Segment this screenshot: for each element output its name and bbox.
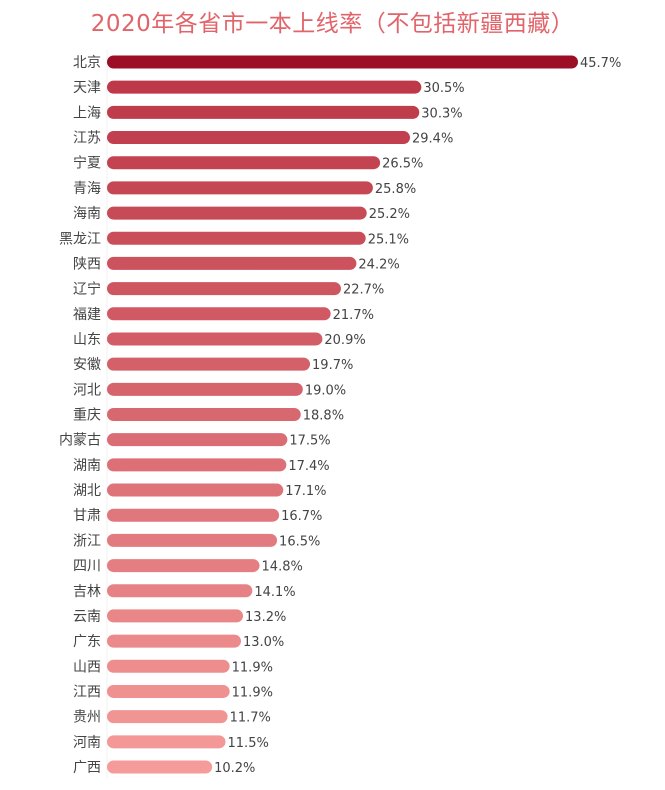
value-label: 21.7% [333, 308, 374, 323]
value-label: 11.7% [230, 711, 271, 726]
value-label: 17.4% [288, 459, 329, 474]
bar [107, 508, 280, 522]
bar [107, 684, 230, 698]
bar [107, 282, 341, 296]
value-label: 13.0% [243, 635, 284, 650]
bar [107, 156, 381, 170]
category-label: 浙江 [73, 533, 101, 549]
bar [107, 659, 230, 673]
value-label: 24.2% [358, 257, 399, 272]
bar [107, 634, 241, 648]
value-label: 18.8% [303, 409, 344, 424]
value-label: 22.7% [343, 283, 384, 298]
category-label: 陕西 [73, 256, 101, 272]
value-label: 11.9% [232, 660, 273, 675]
value-label: 17.5% [289, 434, 330, 449]
bar [107, 458, 287, 472]
category-label: 重庆 [73, 408, 101, 424]
category-label: 贵州 [73, 710, 101, 726]
category-label: 海南 [73, 206, 101, 222]
bar [107, 735, 226, 749]
category-label: 吉林 [73, 584, 101, 600]
category-label: 河北 [73, 382, 101, 398]
category-label: 河南 [73, 735, 101, 751]
category-label: 云南 [73, 609, 101, 625]
category-label: 福建 [73, 307, 101, 323]
category-label: 北京 [73, 55, 101, 71]
category-label: 山西 [73, 659, 101, 675]
value-label: 17.1% [285, 484, 326, 499]
bar [107, 307, 331, 321]
bar [107, 55, 578, 69]
value-label: 26.5% [382, 157, 423, 172]
category-label: 广西 [73, 760, 101, 776]
category-label: 湖北 [73, 483, 101, 499]
category-label: 天津 [73, 80, 101, 96]
category-label: 甘肃 [73, 508, 101, 524]
bar [107, 760, 213, 774]
bar [107, 332, 323, 346]
value-label: 25.1% [368, 232, 409, 247]
chart-title: 2020年各省市一本上线率（不包括新疆西藏） [90, 11, 575, 37]
bar [107, 609, 244, 623]
bar [107, 105, 420, 119]
category-label: 黑龙江 [59, 231, 101, 247]
value-label: 10.2% [214, 761, 255, 776]
category-label: 江西 [73, 684, 101, 700]
category-label: 江苏 [73, 131, 101, 147]
value-label: 14.8% [262, 560, 303, 575]
value-label: 45.7% [580, 56, 621, 71]
value-label: 16.7% [281, 509, 322, 524]
bar [107, 483, 284, 497]
bar [107, 131, 411, 145]
category-label: 宁夏 [73, 155, 101, 172]
bar [107, 408, 301, 421]
category-label: 安徽 [73, 357, 101, 373]
bar [107, 382, 303, 396]
bar [107, 710, 228, 724]
bar [107, 80, 422, 94]
category-label: 上海 [73, 105, 101, 121]
bar [107, 231, 366, 245]
value-label: 13.2% [245, 610, 286, 625]
bar [107, 433, 288, 447]
category-label: 湖南 [73, 458, 101, 474]
value-label: 20.9% [324, 333, 365, 348]
value-label: 30.3% [421, 106, 462, 121]
value-label: 25.2% [369, 207, 410, 222]
bar [107, 256, 357, 270]
value-label: 19.7% [312, 358, 353, 373]
bar [107, 533, 278, 547]
value-label: 19.0% [305, 383, 346, 398]
bar [107, 357, 311, 371]
bar [107, 559, 260, 573]
bar [107, 181, 373, 195]
value-label: 25.8% [375, 182, 416, 197]
category-label: 四川 [73, 559, 101, 575]
value-label: 16.5% [279, 534, 320, 549]
bar [107, 206, 367, 220]
category-label: 青海 [73, 181, 101, 197]
value-label: 14.1% [254, 585, 295, 600]
category-label: 辽宁 [73, 281, 101, 298]
category-label: 广东 [73, 634, 101, 650]
value-label: 29.4% [412, 132, 453, 147]
value-label: 11.9% [232, 685, 273, 700]
bar [107, 584, 253, 598]
category-label: 内蒙古 [59, 433, 101, 449]
value-label: 11.5% [228, 736, 269, 751]
value-label: 30.5% [423, 81, 464, 96]
category-label: 山东 [73, 332, 101, 348]
